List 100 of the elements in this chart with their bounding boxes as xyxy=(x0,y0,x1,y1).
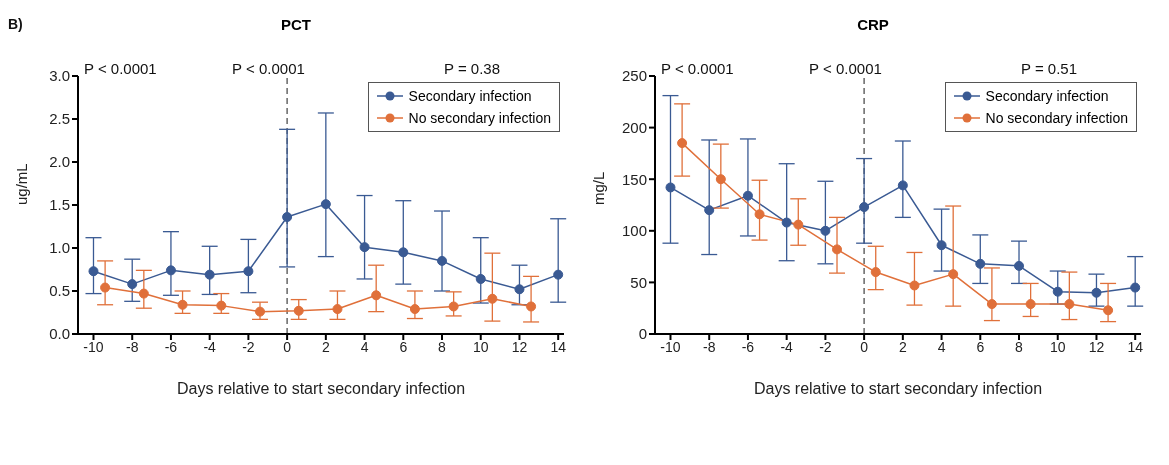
point xyxy=(88,266,99,277)
point xyxy=(514,284,525,295)
x-tick-label: 0 xyxy=(860,338,869,355)
point xyxy=(897,180,908,191)
point xyxy=(398,247,409,258)
x-tick-label: 10 xyxy=(472,338,489,355)
x-tick-label: 6 xyxy=(976,338,985,355)
legend-label: No secondary infection xyxy=(408,109,551,128)
chart-title: CRP xyxy=(856,15,890,35)
x-tick-label: 12 xyxy=(511,338,528,355)
y-tick-label: 0.5 xyxy=(49,282,70,300)
point xyxy=(677,138,688,149)
point xyxy=(204,269,215,280)
point xyxy=(870,267,881,278)
text: B) xyxy=(8,16,23,32)
x-tick-label: 8 xyxy=(1015,338,1024,355)
x-tick-label: -2 xyxy=(819,338,832,355)
x-tick-label: 6 xyxy=(399,338,408,355)
annotation: P < 0.0001 xyxy=(661,60,734,77)
point xyxy=(100,282,111,293)
y-tick-label: 2.0 xyxy=(49,153,70,171)
y-tick-label: 100 xyxy=(621,222,647,240)
point xyxy=(255,306,266,317)
legend-label: Secondary infection xyxy=(985,87,1109,106)
point xyxy=(1025,299,1036,310)
point xyxy=(859,202,870,213)
point xyxy=(127,279,138,290)
point xyxy=(409,304,420,315)
point xyxy=(936,240,947,251)
y-axis-title: ug/mL xyxy=(13,163,31,205)
point xyxy=(177,299,188,310)
x-tick-label: 2 xyxy=(321,338,330,355)
y-tick-label: 150 xyxy=(621,170,647,188)
x-tick-label: 10 xyxy=(1049,338,1066,355)
x-tick-label: -2 xyxy=(242,338,255,355)
point xyxy=(138,288,149,299)
point xyxy=(475,273,486,284)
x-tick-label: 14 xyxy=(550,338,567,355)
y-tick-label: 250 xyxy=(621,67,647,85)
x-tick-label: -6 xyxy=(164,338,178,355)
point xyxy=(975,258,986,269)
y-tick-label: 1.0 xyxy=(49,239,70,257)
x-tick-label: -8 xyxy=(125,338,139,355)
point xyxy=(371,290,382,301)
point xyxy=(948,269,959,280)
annotation: P < 0.0001 xyxy=(84,60,157,77)
point xyxy=(754,209,765,220)
annotation: P < 0.0001 xyxy=(809,60,882,77)
point xyxy=(526,301,537,312)
chart-title: PCT xyxy=(281,16,311,33)
point xyxy=(832,244,843,255)
point xyxy=(332,304,343,315)
annotation: P = 0.51 xyxy=(1021,60,1078,77)
point xyxy=(216,300,227,311)
legend-label: No secondary infection xyxy=(985,109,1128,128)
point xyxy=(553,269,564,280)
point xyxy=(704,205,715,216)
point xyxy=(282,212,293,223)
annotation: P < 0.0001 xyxy=(232,60,305,77)
x-tick-label: -10 xyxy=(83,338,104,355)
point xyxy=(448,301,459,312)
annotation: P = 0.38 xyxy=(444,60,501,77)
y-tick-label: 3.0 xyxy=(49,67,70,85)
x-tick-label: 4 xyxy=(937,338,946,355)
x-tick-label: 14 xyxy=(1127,338,1144,355)
point xyxy=(909,280,920,291)
point xyxy=(1052,286,1063,297)
point xyxy=(715,174,726,185)
point xyxy=(165,265,176,276)
x-tick-label: 12 xyxy=(1088,338,1105,355)
x-tick-label: -4 xyxy=(203,338,217,355)
x-tick-label: 4 xyxy=(360,338,369,355)
point xyxy=(1014,260,1025,271)
x-tick-label: -8 xyxy=(702,338,716,355)
y-tick-label: 50 xyxy=(630,273,647,291)
point xyxy=(1064,299,1075,310)
x-tick-label: 2 xyxy=(898,338,907,355)
x-tick-label: 8 xyxy=(438,338,447,355)
x-tick-label: 0 xyxy=(283,338,292,355)
point xyxy=(665,182,676,193)
point xyxy=(1091,287,1102,298)
y-tick-label: 0.0 xyxy=(49,325,70,343)
legend-label: Secondary infection xyxy=(408,87,532,106)
point xyxy=(1103,305,1114,316)
x-tick-label: -10 xyxy=(660,338,681,355)
point xyxy=(793,219,804,230)
point xyxy=(293,305,304,316)
y-axis-title: mg/L xyxy=(590,171,608,205)
point xyxy=(781,217,792,228)
point xyxy=(359,242,370,253)
point xyxy=(437,255,448,266)
point xyxy=(986,299,997,310)
point xyxy=(243,266,254,277)
point xyxy=(1130,282,1141,293)
point xyxy=(487,293,498,304)
y-tick-label: 1.5 xyxy=(49,196,70,214)
point xyxy=(820,225,831,236)
point xyxy=(742,190,753,201)
x-tick-label: -4 xyxy=(780,338,794,355)
y-tick-label: 0 xyxy=(638,325,647,343)
